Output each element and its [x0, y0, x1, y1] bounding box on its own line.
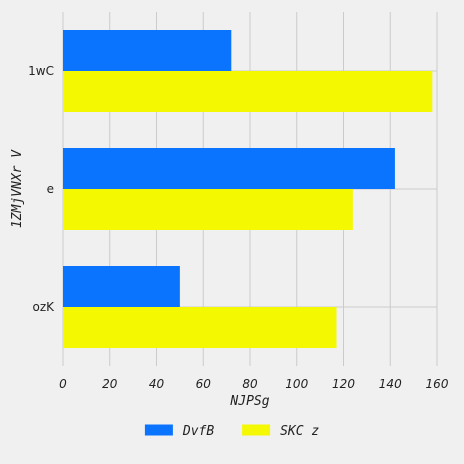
x-tick-labels: 0 20 40 60 80 100 120 140 160	[59, 377, 449, 391]
y-tick-labels: ozK e 1wC	[28, 64, 55, 314]
bar-skc-z-1wc	[63, 71, 433, 112]
bar-dvfb-e	[63, 148, 395, 189]
y-axis-title: 1ZMjVNXr V	[10, 149, 25, 228]
x-tick-label: 60	[196, 377, 212, 391]
x-tick-label: 160	[426, 377, 449, 391]
legend-label: DvfB	[182, 424, 214, 439]
bar-dvfb-1wc	[63, 30, 232, 71]
bar-skc-z-e	[63, 189, 353, 230]
x-tick-label: 40	[149, 377, 165, 391]
y-tick-label: ozK	[32, 300, 55, 314]
legend-label: SKC z	[280, 424, 319, 439]
x-tick-label: 120	[332, 377, 355, 391]
y-tick-label: 1wC	[28, 64, 54, 78]
bars	[63, 30, 433, 348]
x-tick-label: 20	[102, 377, 118, 391]
x-axis-title: NJPSg	[229, 394, 269, 409]
x-tick-label: 0	[59, 377, 67, 391]
bar-skc-z-ozk	[63, 307, 337, 348]
legend: DvfB SKC z	[144, 424, 319, 439]
legend-swatch	[242, 424, 271, 436]
y-tick-label: e	[47, 182, 54, 196]
x-tick-label: 100	[285, 377, 308, 391]
x-tick-label: 140	[379, 377, 402, 391]
legend-swatch	[144, 424, 173, 436]
bar-dvfb-ozk	[63, 266, 180, 307]
x-tick-label: 80	[242, 377, 258, 391]
